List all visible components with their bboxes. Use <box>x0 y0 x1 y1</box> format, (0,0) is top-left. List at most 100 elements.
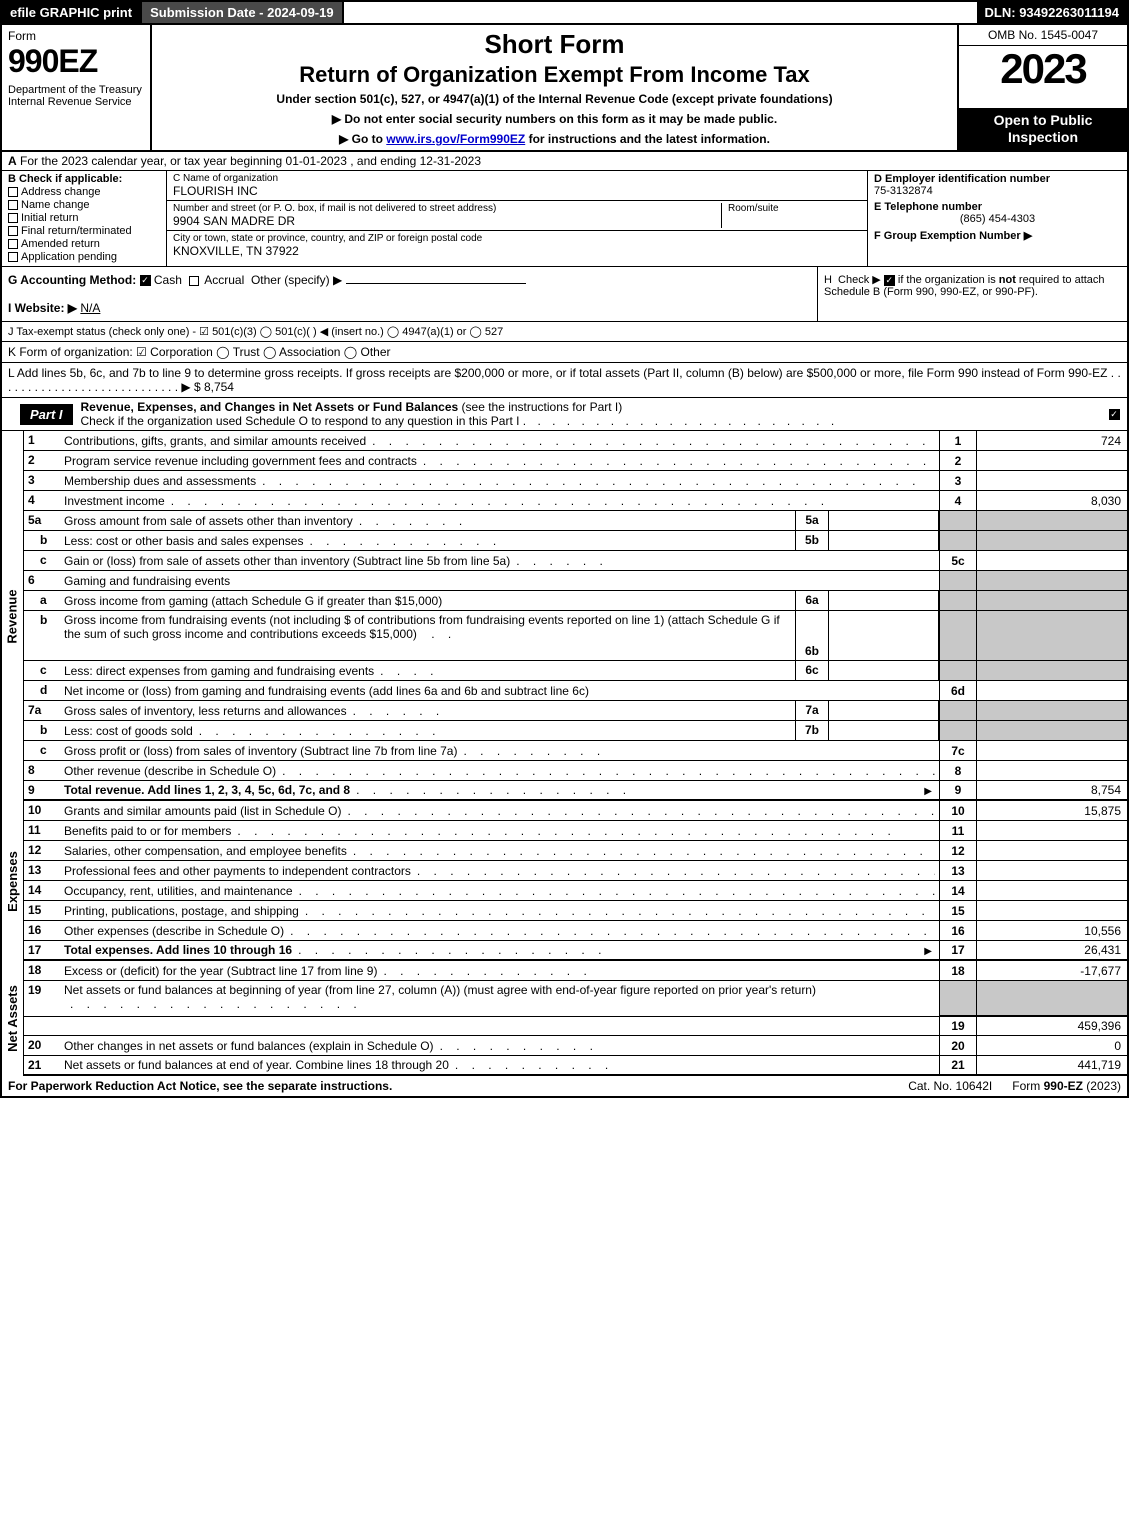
line-16-value: 10,556 <box>977 921 1127 940</box>
chk-application-pending[interactable]: Application pending <box>8 251 160 263</box>
part-i-title-bold: Revenue, Expenses, and Changes in Net As… <box>81 400 459 414</box>
line-15-value <box>977 901 1127 920</box>
line-5b-value <box>829 531 939 550</box>
line-a-letter: A <box>8 154 17 168</box>
b-label: B Check if applicable: <box>8 173 160 185</box>
c-street-label: Number and street (or P. O. box, if mail… <box>173 203 721 214</box>
submission-date: Submission Date - 2024-09-19 <box>140 2 344 23</box>
org-street: 9904 SAN MADRE DR <box>173 214 721 228</box>
other-blank[interactable] <box>346 283 526 284</box>
form-word: Form <box>8 29 144 43</box>
line-7c-value <box>977 741 1127 760</box>
section-j: J Tax-exempt status (check only one) - ☑… <box>0 322 1129 342</box>
e-row: E Telephone number (865) 454-4303 <box>868 199 1127 227</box>
section-g-h: G Accounting Method: Cash Accrual Other … <box>0 267 1129 322</box>
f-row: F Group Exemption Number ▶ <box>868 227 1127 244</box>
line-5b: b Less: cost or other basis and sales ex… <box>24 531 1127 551</box>
omb-number: OMB No. 1545-0047 <box>959 25 1127 46</box>
chk-name-change[interactable]: Name change <box>8 199 160 211</box>
d-label: D Employer identification number <box>874 173 1121 185</box>
line-8: 8 Other revenue (describe in Schedule O)… <box>24 761 1127 781</box>
line-21: 21 Net assets or fund balances at end of… <box>24 1056 1127 1076</box>
line-5a-value <box>829 511 939 530</box>
line-13: 13 Professional fees and other payments … <box>24 861 1127 881</box>
part-i-checkbox[interactable] <box>1101 407 1127 421</box>
note2-pre: ▶ Go to <box>339 132 386 146</box>
line-3-value <box>977 471 1127 490</box>
dln: DLN: 93492263011194 <box>977 2 1127 23</box>
g-label: G Accounting Method: <box>8 273 136 287</box>
part-i-tab: Part I <box>20 404 73 425</box>
line-11: 11 Benefits paid to or for members. . . … <box>24 821 1127 841</box>
line-16: 16 Other expenses (describe in Schedule … <box>24 921 1127 941</box>
line-6c-value <box>829 661 939 680</box>
netassets-grid: Net Assets 18 Excess or (deficit) for th… <box>0 961 1129 1076</box>
line-6c: c Less: direct expenses from gaming and … <box>24 661 1127 681</box>
phone-value: (865) 454-4303 <box>874 213 1121 225</box>
chk-initial-return[interactable]: Initial return <box>8 212 160 224</box>
header-right: OMB No. 1545-0047 2023 Open to Public In… <box>957 25 1127 150</box>
line-7b-value <box>829 721 939 740</box>
line-1: 1 Contributions, gifts, grants, and simi… <box>24 431 1127 451</box>
line-5c-value <box>977 551 1127 570</box>
line-9: 9 Total revenue. Add lines 1, 2, 3, 4, 5… <box>24 781 1127 801</box>
section-k: K Form of organization: ☑ Corporation ◯ … <box>0 342 1129 363</box>
expenses-grid: Expenses 10 Grants and similar amounts p… <box>0 801 1129 961</box>
line-19-value: 459,396 <box>977 1016 1127 1035</box>
line-19: 19 Net assets or fund balances at beginn… <box>24 981 1127 1017</box>
part-i-header: Part I Revenue, Expenses, and Changes in… <box>0 398 1129 431</box>
h-text: H Check ▶ if the organization is not req… <box>824 274 1105 298</box>
other-label: Other (specify) ▶ <box>251 273 342 287</box>
line-6d-value <box>977 681 1127 700</box>
footer-left: For Paperwork Reduction Act Notice, see … <box>8 1079 888 1093</box>
chk-h[interactable] <box>884 275 895 286</box>
line-4: 4 Investment income. . . . . . . . . . .… <box>24 491 1127 511</box>
website-value: N/A <box>80 301 100 315</box>
line-9-value: 8,754 <box>977 781 1127 799</box>
form-header: Form 990EZ Department of the Treasury In… <box>0 25 1129 152</box>
page-footer: For Paperwork Reduction Act Notice, see … <box>0 1076 1129 1098</box>
part-i-sub: Check if the organization used Schedule … <box>81 414 520 428</box>
top-bar: efile GRAPHIC print Submission Date - 20… <box>0 0 1129 25</box>
tax-year: 2023 <box>959 46 1127 108</box>
h-right: H Check ▶ if the organization is not req… <box>817 267 1127 321</box>
line-1-value: 724 <box>977 431 1127 450</box>
g-left: G Accounting Method: Cash Accrual Other … <box>2 267 817 321</box>
col-b: B Check if applicable: Address change Na… <box>2 171 167 266</box>
col-def: D Employer identification number 75-3132… <box>867 171 1127 266</box>
line-21-value: 441,719 <box>977 1056 1127 1074</box>
col-c: C Name of organization FLOURISH INC Numb… <box>167 171 867 266</box>
efile-label[interactable]: efile GRAPHIC print <box>2 2 140 23</box>
line-3: 3 Membership dues and assessments. . . .… <box>24 471 1127 491</box>
line-20: 20 Other changes in net assets or fund b… <box>24 1036 1127 1056</box>
form-number: 990EZ <box>8 43 144 80</box>
line-17: 17 Total expenses. Add lines 10 through … <box>24 941 1127 961</box>
line-4-value: 8,030 <box>977 491 1127 510</box>
chk-amended-return[interactable]: Amended return <box>8 238 160 250</box>
line-11-value <box>977 821 1127 840</box>
note-goto: ▶ Go to www.irs.gov/Form990EZ for instru… <box>162 132 947 146</box>
chk-cash[interactable] <box>140 275 151 286</box>
chk-address-change[interactable]: Address change <box>8 186 160 198</box>
chk-accrual[interactable] <box>189 276 199 286</box>
l-text: L Add lines 5b, 6c, and 7b to line 9 to … <box>8 366 1107 380</box>
line-19b: 19 459,396 <box>24 1016 1127 1036</box>
irs-link[interactable]: www.irs.gov/Form990EZ <box>386 132 525 146</box>
line-7a-value <box>829 701 939 720</box>
short-form-title: Short Form <box>162 29 947 60</box>
line-6: 6 Gaming and fundraising events <box>24 571 1127 591</box>
line-7a: 7a Gross sales of inventory, less return… <box>24 701 1127 721</box>
line-14-value <box>977 881 1127 900</box>
chk-final-return[interactable]: Final return/terminated <box>8 225 160 237</box>
line-2: 2 Program service revenue including gove… <box>24 451 1127 471</box>
note-no-ssn: ▶ Do not enter social security numbers o… <box>162 112 947 126</box>
revenue-sidetab: Revenue <box>2 431 24 801</box>
header-left: Form 990EZ Department of the Treasury In… <box>2 25 152 150</box>
line-2-value <box>977 451 1127 470</box>
c-room-label: Room/suite <box>728 203 861 214</box>
line-7c: c Gross profit or (loss) from sales of i… <box>24 741 1127 761</box>
line-10-value: 15,875 <box>977 801 1127 820</box>
line-10: 10 Grants and similar amounts paid (list… <box>24 801 1127 821</box>
i-label: I Website: ▶ <box>8 301 77 315</box>
c-city-label: City or town, state or province, country… <box>173 233 861 244</box>
